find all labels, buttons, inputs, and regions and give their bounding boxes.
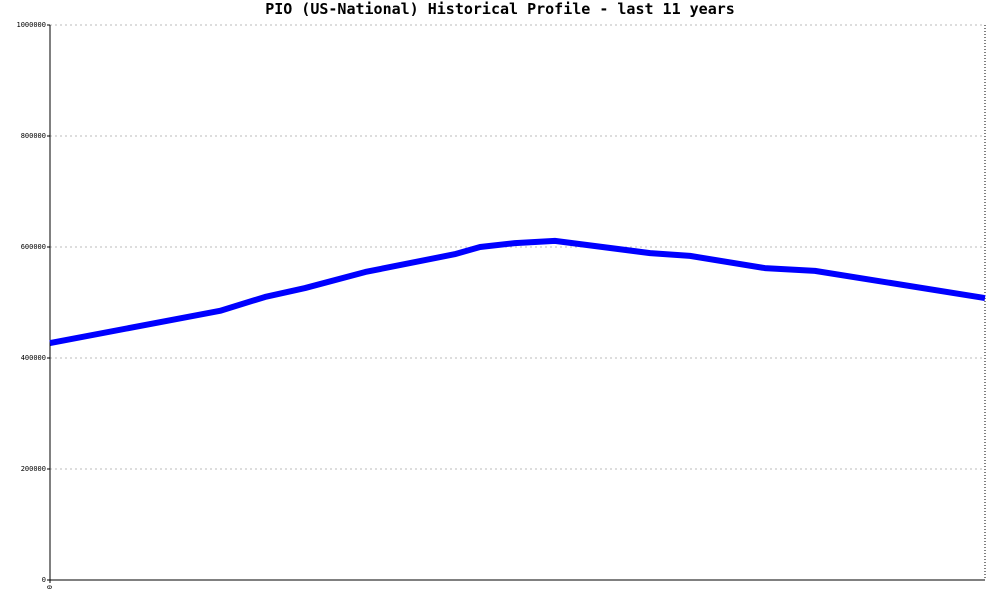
y-tick-label: 1000000 [16, 21, 46, 29]
x-tick-label: 0 [46, 585, 54, 589]
data-line [49, 237, 986, 346]
chart-title: PIO (US-National) Historical Profile - l… [265, 0, 735, 18]
y-tick-label: 400000 [21, 354, 46, 362]
y-tick-label: 800000 [21, 132, 46, 140]
y-tick-label: 200000 [21, 465, 46, 473]
y-tick-label: 600000 [21, 243, 46, 251]
y-tick-label: 0 [42, 576, 46, 584]
